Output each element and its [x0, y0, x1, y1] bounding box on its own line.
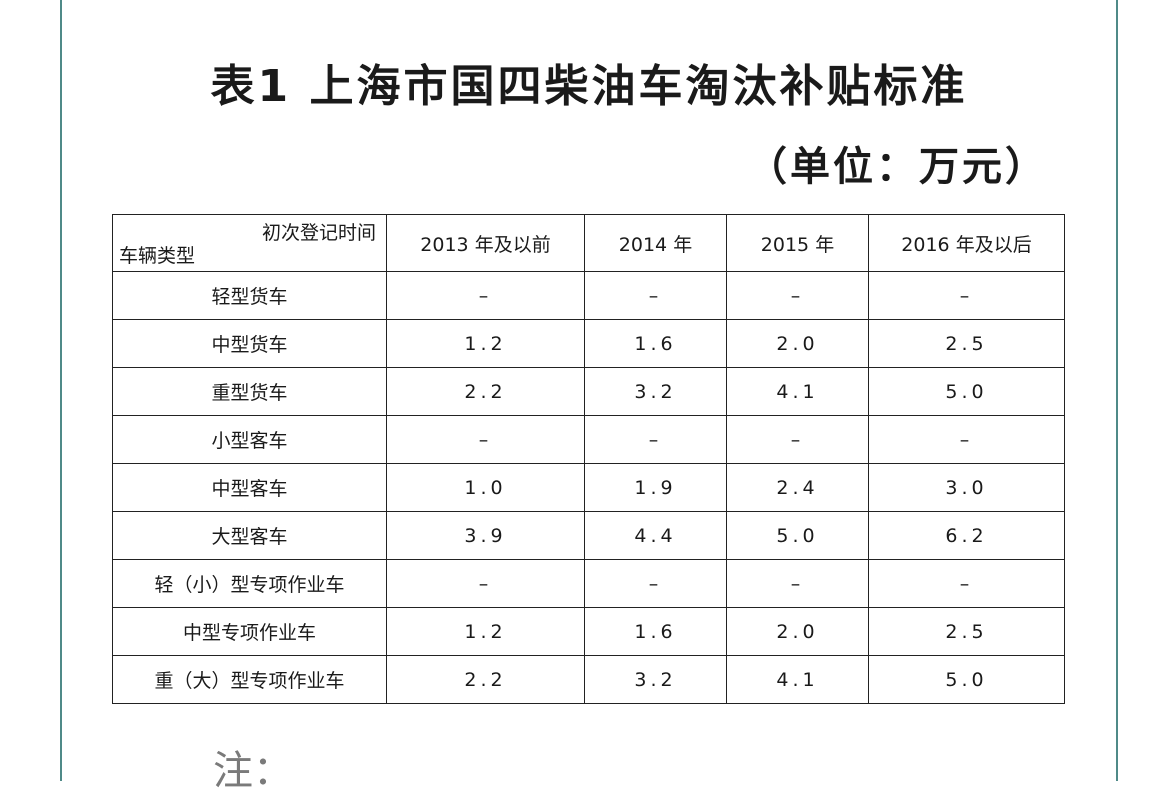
table-row: 重型货车 2.2 3.2 4.1 5.0: [112, 367, 1065, 416]
table-cell: 4.1: [726, 655, 869, 704]
table-row: 轻型货车 – – – –: [112, 271, 1065, 320]
table-header-row: 初次登记时间 车辆类型 2013 年及以前 2014 年 2015 年 2016…: [112, 214, 1065, 272]
table-cell: 5.0: [726, 511, 869, 560]
table-cell: 3.9: [386, 511, 585, 560]
column-header: 2015 年: [726, 214, 869, 272]
frame-left-border: [60, 0, 62, 781]
table-cell: –: [868, 415, 1065, 464]
corner-label-registration-time: 初次登记时间: [261, 222, 376, 244]
table-corner-cell: 初次登记时间 车辆类型: [112, 214, 387, 272]
row-vehicle-type: 中型客车: [112, 463, 387, 512]
table-cell: 1.0: [386, 463, 585, 512]
table-cell: –: [868, 559, 1065, 608]
table-cell: –: [584, 415, 727, 464]
table-cell: 3.2: [584, 655, 727, 704]
row-vehicle-type: 轻型货车: [112, 271, 387, 320]
table-cell: 3.0: [868, 463, 1065, 512]
row-vehicle-type: 中型货车: [112, 319, 387, 368]
note-label: 注：: [213, 748, 293, 794]
table-cell: 5.0: [868, 367, 1065, 416]
table-cell: 2.5: [868, 319, 1065, 368]
table-cell: 2.2: [386, 367, 585, 416]
table-cell: 4.4: [584, 511, 727, 560]
frame-right-border: [1116, 0, 1118, 781]
corner-label-vehicle-type: 车辆类型: [119, 245, 196, 267]
table-row: 中型货车 1.2 1.6 2.0 2.5: [112, 319, 1065, 368]
table-cell: –: [726, 559, 869, 608]
table-row: 大型客车 3.9 4.4 5.0 6.2: [112, 511, 1065, 560]
table-cell: 2.2: [386, 655, 585, 704]
table-cell: 3.2: [584, 367, 727, 416]
row-vehicle-type: 小型客车: [112, 415, 387, 464]
table-row: 中型客车 1.0 1.9 2.4 3.0: [112, 463, 1065, 512]
table-cell: –: [726, 271, 869, 320]
table-cell: 1.2: [386, 607, 585, 656]
table-cell: 6.2: [868, 511, 1065, 560]
table-cell: 1.2: [386, 319, 585, 368]
table-cell: –: [584, 271, 727, 320]
table-cell: 5.0: [868, 655, 1065, 704]
row-vehicle-type: 中型专项作业车: [112, 607, 387, 656]
unit-label: （单位：万元）: [747, 144, 1048, 190]
page-title: 表1 上海市国四柴油车淘汰补贴标准: [210, 61, 968, 112]
table-row: 重（大）型专项作业车 2.2 3.2 4.1 5.0: [112, 655, 1065, 704]
column-header: 2013 年及以前: [386, 214, 585, 272]
table-cell: 1.6: [584, 607, 727, 656]
table-row: 中型专项作业车 1.2 1.6 2.0 2.5: [112, 607, 1065, 656]
table-cell: –: [584, 559, 727, 608]
column-header: 2014 年: [584, 214, 727, 272]
table-cell: 2.4: [726, 463, 869, 512]
table-cell: 4.1: [726, 367, 869, 416]
table-row: 轻（小）型专项作业车 – – – –: [112, 559, 1065, 608]
table-cell: 2.0: [726, 319, 869, 368]
row-vehicle-type: 重（大）型专项作业车: [112, 655, 387, 704]
row-vehicle-type: 轻（小）型专项作业车: [112, 559, 387, 608]
row-vehicle-type: 大型客车: [112, 511, 387, 560]
row-vehicle-type: 重型货车: [112, 367, 387, 416]
table-cell: –: [386, 559, 585, 608]
subsidy-table: 初次登记时间 车辆类型 2013 年及以前 2014 年 2015 年 2016…: [112, 214, 1065, 704]
table-cell: –: [386, 271, 585, 320]
table-cell: 2.0: [726, 607, 869, 656]
table-cell: 2.5: [868, 607, 1065, 656]
table-cell: –: [868, 271, 1065, 320]
column-header: 2016 年及以后: [868, 214, 1065, 272]
table-cell: –: [726, 415, 869, 464]
table-row: 小型客车 – – – –: [112, 415, 1065, 464]
table-cell: –: [386, 415, 585, 464]
table-cell: 1.9: [584, 463, 727, 512]
table-cell: 1.6: [584, 319, 727, 368]
